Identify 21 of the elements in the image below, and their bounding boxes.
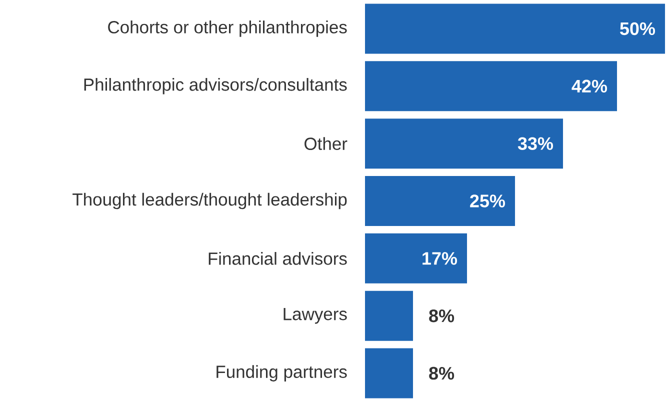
data-label: 33% (518, 137, 554, 150)
y-tick-label: Lawyers (284, 308, 347, 324)
y-tick-label: Cohorts or other philanthropies (108, 20, 347, 37)
data-label: 25% (470, 194, 506, 208)
bar (365, 176, 516, 226)
y-tick-label: Funding partners (216, 365, 347, 382)
bar (365, 233, 468, 284)
data-label: 50% (620, 22, 656, 36)
bar (365, 61, 618, 112)
data-label: 17% (422, 252, 457, 265)
bar (365, 4, 666, 54)
data-label: 42% (572, 80, 608, 93)
data-label: 8% (429, 309, 454, 322)
y-tick-label: Philanthropic advisors/consultants (84, 78, 347, 94)
y-tick-label: Financial advisors (208, 252, 347, 265)
bar (365, 118, 564, 169)
y-tick-label: Thought leaders/thought leadership (72, 192, 347, 210)
data-label: 8% (429, 366, 454, 380)
bar (365, 348, 413, 398)
bar (365, 290, 413, 341)
y-tick-label: Other (304, 137, 348, 150)
